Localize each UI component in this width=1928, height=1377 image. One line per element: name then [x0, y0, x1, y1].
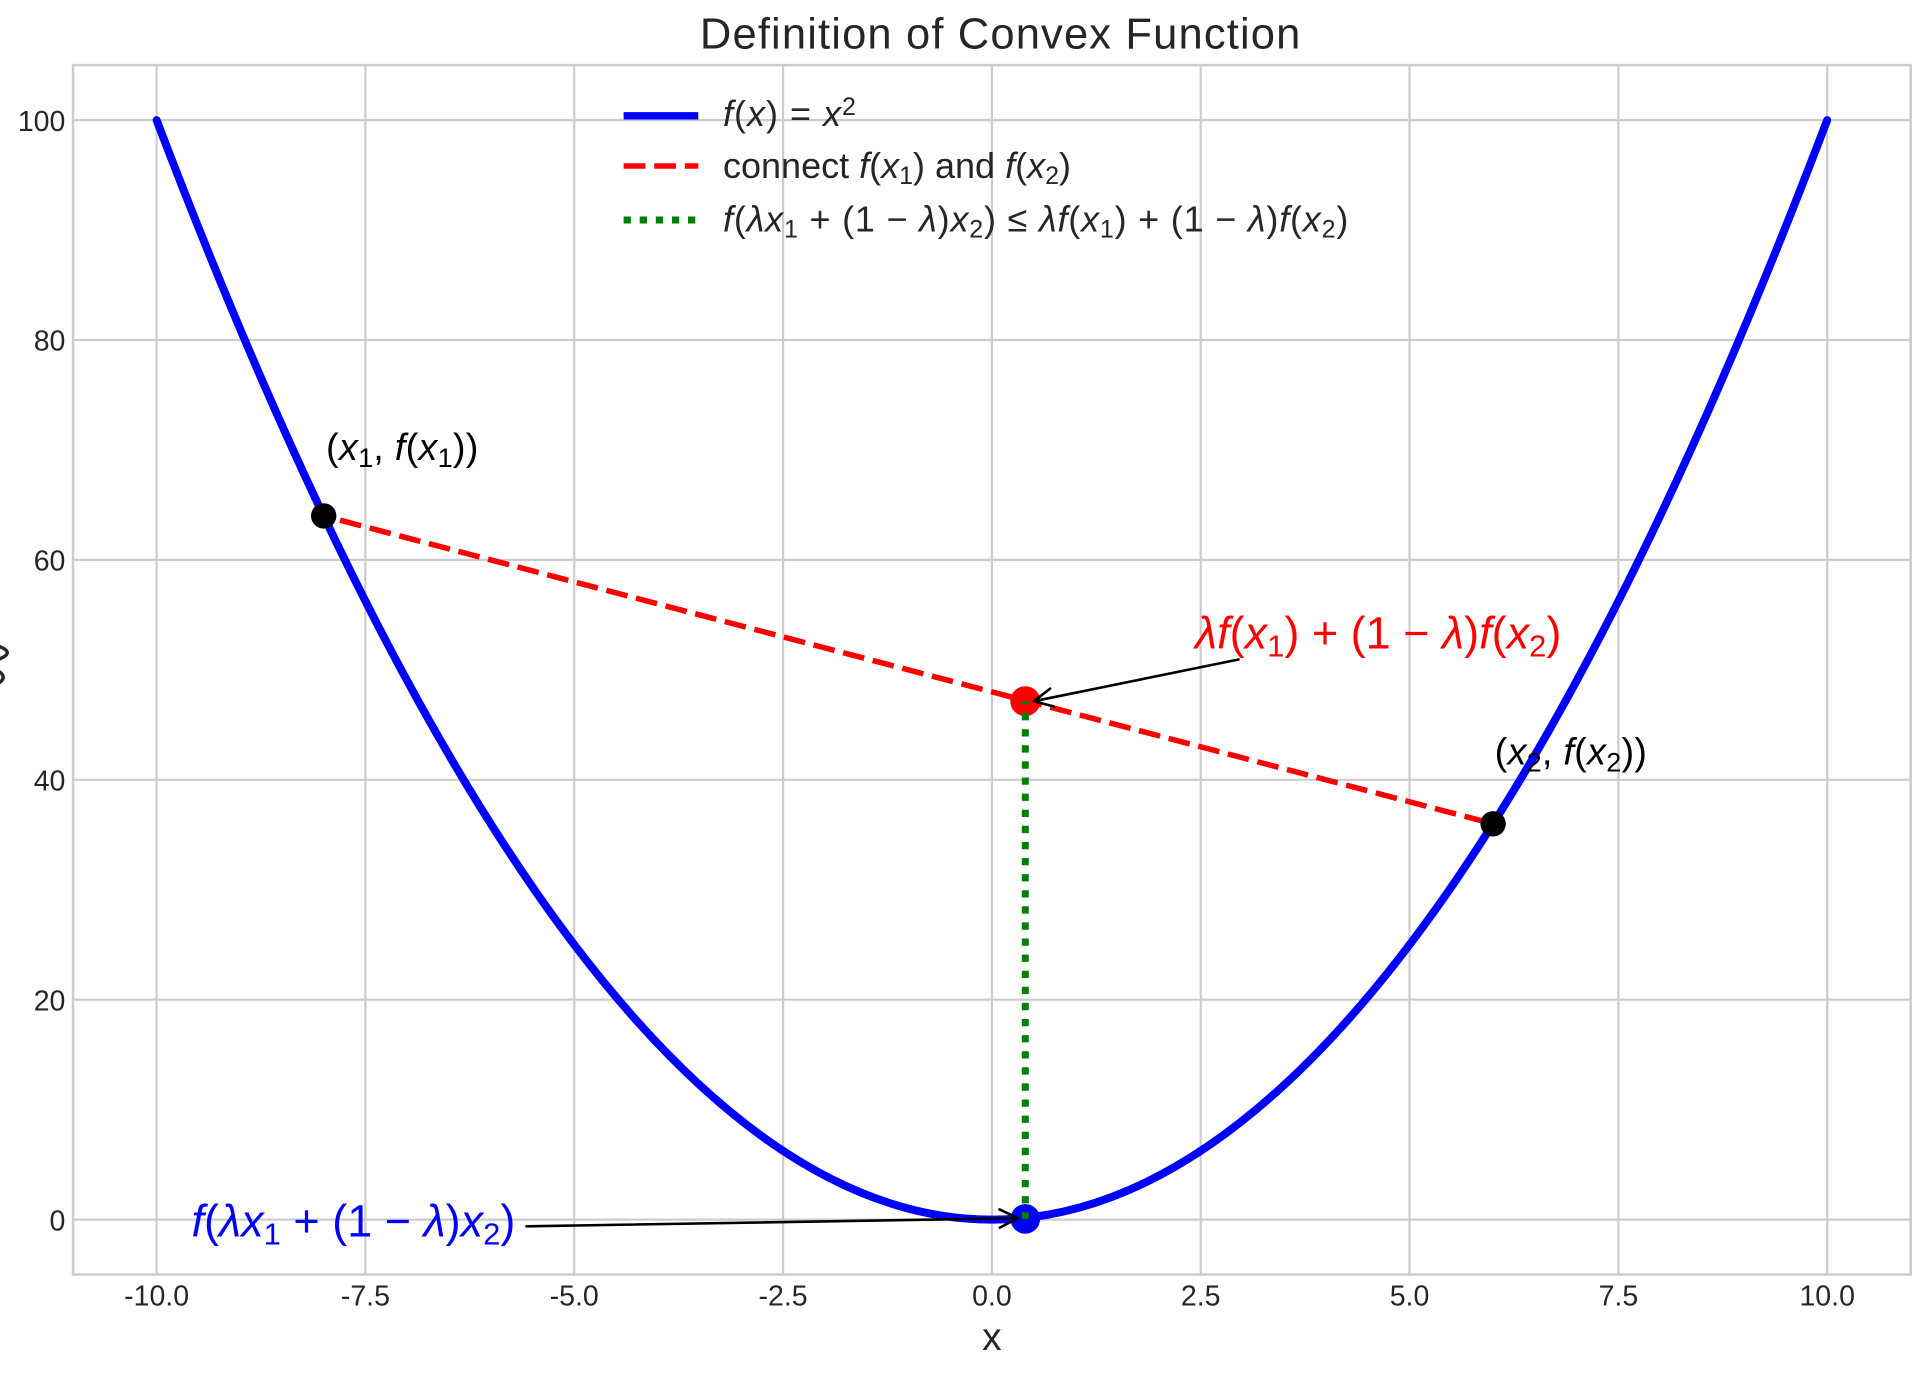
- svg-text:f(λx1 + (1 − λ)x2): f(λx1 + (1 − λ)x2): [192, 1196, 516, 1252]
- svg-text:f(x) = x2: f(x) = x2: [723, 93, 857, 134]
- svg-text:7.5: 7.5: [1599, 1281, 1639, 1313]
- svg-text:0: 0: [50, 1205, 66, 1237]
- svg-text:20: 20: [34, 985, 66, 1017]
- svg-text:connect f(x1) and f(x2): connect f(x1) and f(x2): [723, 145, 1071, 190]
- svg-text:x: x: [982, 1316, 1002, 1359]
- svg-text:2.5: 2.5: [1181, 1281, 1221, 1313]
- svg-text:10.0: 10.0: [1799, 1281, 1854, 1313]
- svg-text:-10.0: -10.0: [124, 1281, 189, 1313]
- svg-text:0.0: 0.0: [972, 1281, 1012, 1313]
- svg-text:60: 60: [34, 546, 66, 578]
- svg-text:-7.5: -7.5: [341, 1281, 390, 1313]
- svg-text:-5.0: -5.0: [550, 1281, 599, 1313]
- svg-text:-2.5: -2.5: [759, 1281, 808, 1313]
- svg-text:(x1, f(x1)): (x1, f(x1)): [326, 427, 479, 473]
- svg-text:λf(x1) + (1 − λ)f(x2): λf(x1) + (1 − λ)f(x2): [1192, 608, 1561, 664]
- svg-text:(x2, f(x2)): (x2, f(x2)): [1495, 732, 1648, 778]
- svg-text:Definition of Convex Function: Definition of Convex Function: [700, 11, 1302, 59]
- svg-text:40: 40: [34, 766, 66, 798]
- svg-text:80: 80: [34, 326, 66, 358]
- svg-text:5.0: 5.0: [1390, 1281, 1430, 1313]
- svg-text:100: 100: [18, 106, 66, 138]
- svg-text:f(λx1 + (1 − λ)x2) ≤ λf(x1) +: f(λx1 + (1 − λ)x2) ≤ λf(x1) + (1 − λ)f(x…: [723, 199, 1349, 244]
